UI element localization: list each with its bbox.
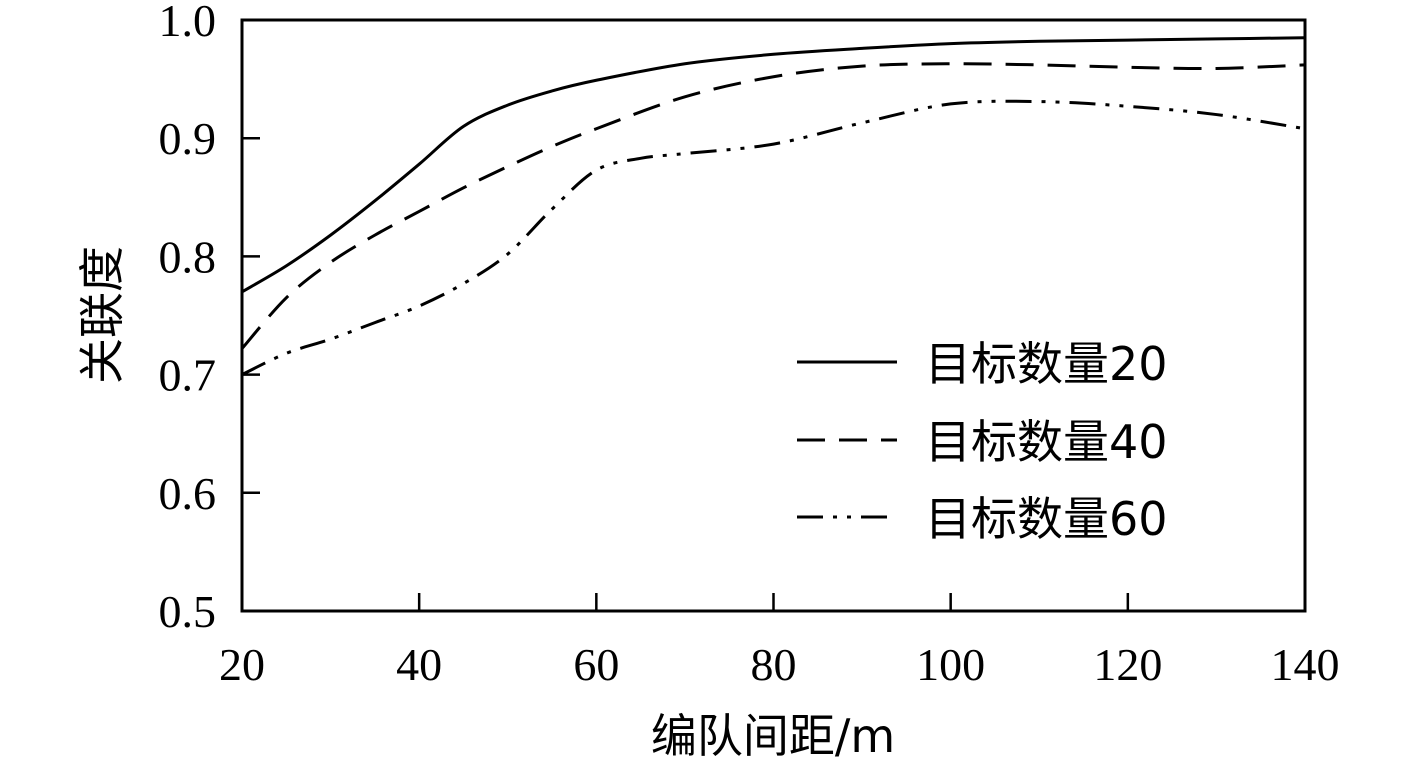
x-tick-label: 80 xyxy=(751,639,797,690)
y-tick-label: 1.0 xyxy=(159,0,217,46)
legend-label-2: 目标数量40 xyxy=(925,415,1168,469)
x-tick-label: 120 xyxy=(1093,639,1162,690)
legend: 目标数量20 目标数量40 目标数量60 xyxy=(797,337,1168,546)
axes: 20 40 60 80 100 120 140 0.5 0.6 0.7 0.8 0.9 1.0 xyxy=(159,0,1340,690)
y-tick-label: 0.8 xyxy=(159,231,217,282)
series-line-3 xyxy=(241,99,1306,376)
y-axis-title: 关联度 xyxy=(75,246,129,384)
legend-label-1: 目标数量20 xyxy=(925,337,1168,391)
series-line-2 xyxy=(240,62,1306,350)
x-tick-label: 40 xyxy=(396,639,442,690)
y-tick-label: 0.7 xyxy=(159,350,217,401)
x-tick-label: 140 xyxy=(1271,639,1340,690)
x-tick-label: 20 xyxy=(219,639,265,690)
y-tick-label: 0.9 xyxy=(159,113,217,164)
y-tick-label: 0.6 xyxy=(159,468,217,519)
series-layer xyxy=(240,36,1306,376)
x-axis-title: 编队间距/m xyxy=(651,709,895,760)
x-tick-label: 60 xyxy=(573,639,619,690)
plot-frame xyxy=(240,18,1307,613)
x-tick-label: 100 xyxy=(916,639,985,690)
y-tick-label: 0.5 xyxy=(159,586,217,637)
series-line-1 xyxy=(241,36,1306,294)
legend-label-3: 目标数量60 xyxy=(925,492,1168,546)
